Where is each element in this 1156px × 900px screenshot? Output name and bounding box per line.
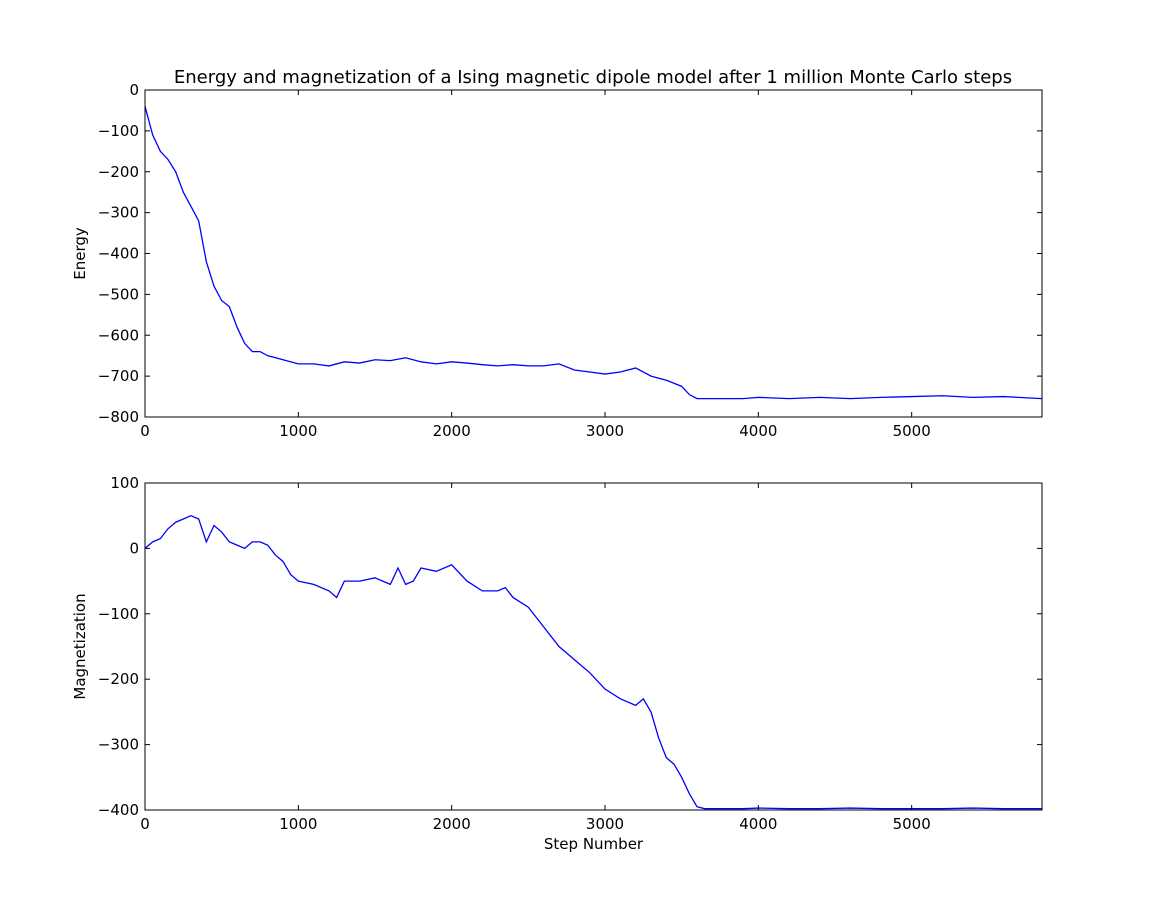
energy-xtick-label: 4000 bbox=[739, 422, 777, 440]
magnetization-xtick-label: 2000 bbox=[433, 815, 471, 833]
energy-ytick-label: −200 bbox=[98, 163, 139, 181]
magnetization-panel: 0 1000 2000 3000 4000 50001000−100−200−300−40… bbox=[71, 474, 1043, 853]
chart-title: Energy and magnetization of a Ising magn… bbox=[174, 67, 1012, 88]
magnetization-xtick-label: 4000 bbox=[739, 815, 777, 833]
energy-ytick-label: −600 bbox=[98, 326, 139, 344]
energy-ylabel: Energy bbox=[71, 227, 89, 280]
magnetization-ytick-label: −100 bbox=[98, 605, 139, 623]
magnetization-ylabel: Magnetization bbox=[71, 593, 89, 699]
energy-xtick-label: 3000 bbox=[586, 422, 624, 440]
energy-ytick-label: −500 bbox=[98, 285, 139, 303]
energy-ytick-label: 0 bbox=[129, 81, 139, 99]
energy-ytick-label: −400 bbox=[98, 245, 139, 263]
energy-panel: 0 1000 2000 3000 4000 5000 0 −100 −200 −300 −400 −5… bbox=[71, 81, 1043, 440]
magnetization-xlabel: Step Number bbox=[544, 835, 644, 853]
magnetization-ytick-label: −400 bbox=[98, 801, 139, 819]
energy-xtick-label: 0 bbox=[140, 422, 150, 440]
energy-ytick-label: −300 bbox=[98, 204, 139, 222]
energy-xtick-label: 1000 bbox=[279, 422, 317, 440]
energy-ytick-label: −700 bbox=[98, 367, 139, 385]
magnetization-series-line bbox=[145, 514, 1042, 810]
magnetization-ytick-label: 0 bbox=[129, 539, 139, 557]
magnetization-ytick-label: −300 bbox=[98, 736, 139, 754]
energy-ytick-label: −100 bbox=[98, 122, 139, 140]
energy-ytick-label: −800 bbox=[98, 408, 139, 426]
magnetization-axes-frame bbox=[144, 482, 1043, 811]
magnetization-ytick-label: −200 bbox=[98, 670, 139, 688]
energy-xtick-label: 2000 bbox=[433, 422, 471, 440]
magnetization-xtick-label: 0 bbox=[140, 815, 150, 833]
energy-xtick-label: 5000 bbox=[893, 422, 931, 440]
energy-series-line bbox=[145, 106, 1042, 400]
magnetization-xtick-label: 3000 bbox=[586, 815, 624, 833]
magnetization-xtick-label: 1000 bbox=[279, 815, 317, 833]
magnetization-xtick-label: 5000 bbox=[893, 815, 931, 833]
energy-axes-frame bbox=[144, 89, 1043, 418]
magnetization-ytick-label: 100 bbox=[110, 474, 139, 492]
